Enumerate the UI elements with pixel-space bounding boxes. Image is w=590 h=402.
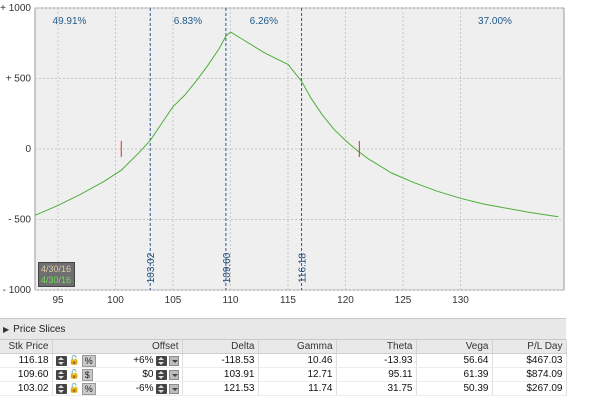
col-header-theta[interactable]: Theta [336,340,417,354]
y-tick-label: + 500 [6,74,32,85]
offset-mode-toggle[interactable]: % [81,354,96,367]
price-slices-panel: ▶ Price Slices Stk Price Offset Delta Ga… [0,318,567,402]
price-spinner-icon[interactable] [55,369,67,380]
price-slices-header[interactable]: ▶ Price Slices [0,318,566,340]
price-slices-table: Stk Price Offset Delta Gamma Theta Vega … [0,340,567,396]
x-tick-label: 100 [107,295,124,306]
date-label-2: 4/30/16 [41,275,72,285]
price-spinner-icon[interactable] [55,355,67,366]
region-probability-label: 6.26% [250,16,278,27]
offset-dropdown-icon[interactable] [168,355,179,366]
gamma-cell: 12.71 [258,367,337,382]
offset-cell: 🔓% +6% [52,353,183,368]
offset-dropdown-icon[interactable] [168,369,179,380]
offset-value: $0 [142,369,154,380]
offset-cell: 🔓% -6% [52,381,183,396]
col-header-pl-day[interactable]: P/L Day [492,340,567,354]
theta-cell: -13.93 [336,353,417,368]
offset-mode-toggle[interactable]: $ [81,368,93,381]
table-row[interactable]: 116.18 🔓% +6% -118.53 10.46 -13.93 56.64 $467.0… [0,353,567,368]
pl-curve-line [34,31,559,218]
price-slice-line-label: 103.02 [146,252,157,283]
offset-value: +6% [133,355,154,366]
table-row[interactable]: 109.60 🔓 $ $0 103.91 12.71 95.11 61.39 $874.09 [0,367,567,382]
x-tick-label: 120 [337,295,354,306]
stk-price-cell: 116.18 [0,353,53,368]
offset-spinner-icon[interactable] [155,355,167,366]
y-tick-label: - 1000 [3,285,32,296]
offset-spinner-icon[interactable] [155,383,167,394]
offset-cell: 🔓 $ $0 [52,367,183,382]
region-probability-label: 37.00% [478,16,512,27]
lock-icon[interactable]: 🔓 [68,355,80,365]
stk-price-value: 116.18 [18,355,49,366]
col-header-stk-price[interactable]: Stk Price [0,340,53,354]
collapse-triangle-icon[interactable]: ▶ [3,324,10,334]
table-row[interactable]: 103.02 🔓% -6% 121.53 11.74 31.75 50.39 $267.09 [0,381,567,396]
theta-cell: 31.75 [336,381,417,396]
table-header-row: Stk Price Offset Delta Gamma Theta Vega … [0,340,567,354]
lock-icon[interactable]: 🔓 [68,383,80,393]
grid-lines [35,7,564,291]
lock-icon[interactable]: 🔓 [68,369,80,379]
gamma-cell: 10.46 [258,353,337,368]
pl-day-cell: $267.09 [492,381,567,396]
col-header-delta[interactable]: Delta [182,340,259,354]
stk-price-cell: 109.60 [0,367,53,382]
pl-day-cell: $874.09 [492,367,567,382]
vega-cell: 56.64 [416,353,493,368]
price-slice-line-label: 116.18 [298,253,309,283]
x-tick-label: 110 [223,295,239,306]
risk-graph[interactable]: + 1000 + 500 0 - 500 - 1000 95 100 105 110 115 12… [0,0,590,318]
y-tick-label: - 500 [8,215,31,226]
delta-cell: -118.53 [182,353,259,368]
col-header-gamma[interactable]: Gamma [258,340,337,354]
offset-spinner-icon[interactable] [155,369,167,380]
probability-labels: 49.91% 6.83% 6.26% 37.00% [53,16,513,27]
region-probability-label: 49.91% [53,16,87,27]
x-tick-label: 115 [280,295,296,306]
stk-price-cell: 103.02 [0,381,53,396]
x-tick-label: 95 [52,295,64,306]
vega-cell: 61.39 [416,367,493,382]
vega-cell: 50.39 [416,381,493,396]
y-tick-label: 0 [25,144,31,155]
y-axis: + 1000 + 500 0 - 500 - 1000 [0,3,31,296]
breakeven-markers [120,141,360,157]
stk-price-value: 109.60 [17,369,49,380]
date-legend: 4/30/16 4/30/16 [38,262,75,287]
x-tick-label: 130 [452,295,469,306]
region-probability-label: 6.83% [174,16,202,27]
price-spinner-icon[interactable] [55,383,67,394]
price-slices-title: Price Slices [13,323,66,335]
delta-cell: 121.53 [182,381,259,396]
x-axis: 95 100 105 110 115 120 125 130 [52,295,469,306]
offset-dropdown-icon[interactable] [168,383,179,394]
date-label-1: 4/30/16 [41,264,72,274]
stk-price-value: 103.02 [17,383,49,394]
y-tick-label: + 1000 [0,3,31,14]
col-header-offset[interactable]: Offset [52,340,183,354]
col-header-vega[interactable]: Vega [416,340,493,354]
delta-cell: 103.91 [182,367,259,382]
price-slice-line-label: 109.60 [222,252,233,283]
pl-day-cell: $467.03 [492,353,567,368]
gamma-cell: 11.74 [258,381,337,396]
offset-mode-toggle[interactable]: % [81,382,96,395]
x-tick-label: 105 [165,295,182,306]
x-tick-label: 125 [395,295,412,306]
offset-value: -6% [135,383,154,394]
theta-cell: 95.11 [336,367,417,382]
price-slice-lines: 103.02 109.60 116.18 [146,8,309,290]
